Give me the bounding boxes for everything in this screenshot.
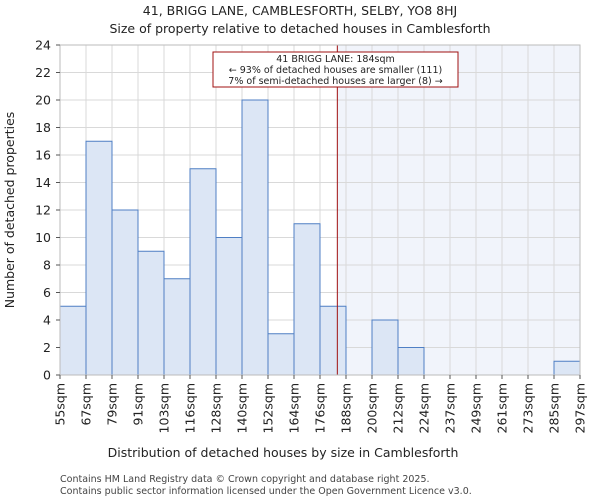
y-tick-label: 24 xyxy=(35,38,51,53)
x-tick-label: 188sqm xyxy=(339,383,354,433)
footer-line-1: Contains HM Land Registry data © Crown c… xyxy=(60,474,430,485)
bar-103sqm xyxy=(163,278,191,376)
x-tick-label: 128sqm xyxy=(209,383,224,433)
x-tick-label: 140sqm xyxy=(235,383,250,433)
y-tick-label: 12 xyxy=(35,203,51,218)
x-tick-label: 152sqm xyxy=(261,383,276,433)
x-tick-label: 200sqm xyxy=(365,383,380,433)
annotation-line-2: ← 93% of detached houses are smaller (11… xyxy=(229,65,442,76)
bar-200sqm xyxy=(371,319,399,376)
y-tick-label: 0 xyxy=(43,368,51,383)
y-tick-label: 18 xyxy=(35,120,51,135)
bar-116sqm xyxy=(189,168,217,376)
x-axis-ticks: 55sqm 67sqm 79sqm 91sqm 103sqm 116sqm 128sqm 14… xyxy=(53,375,588,433)
chart-title-line-2: Size of property relative to detached ho… xyxy=(109,21,490,36)
y-tick-label: 20 xyxy=(35,93,51,108)
x-tick-label: 261sqm xyxy=(495,383,510,433)
bar-140sqm xyxy=(241,99,269,376)
annotation-frame xyxy=(212,51,459,88)
y-tick-label: 10 xyxy=(35,230,51,245)
bar-164sqm xyxy=(293,223,321,376)
x-tick-label: 103sqm xyxy=(157,383,172,433)
bar-55sqm xyxy=(59,305,87,376)
x-tick-label: 176sqm xyxy=(313,383,328,433)
bar-176sqm xyxy=(319,305,347,376)
x-tick-label: 67sqm xyxy=(79,383,94,426)
x-tick-label: 297sqm xyxy=(573,383,588,433)
bar-128sqm xyxy=(215,237,243,376)
y-tick-label: 22 xyxy=(35,65,51,80)
x-tick-label: 224sqm xyxy=(417,383,432,433)
y-axis-label: Number of detached properties xyxy=(2,112,17,309)
bar-285sqm xyxy=(553,360,581,376)
x-tick-label: 164sqm xyxy=(287,383,302,433)
annotation-line-1: 41 BRIGG LANE: 184sqm xyxy=(276,54,394,65)
bar-91sqm xyxy=(137,250,165,376)
x-tick-label: 249sqm xyxy=(469,383,484,433)
x-tick-label: 116sqm xyxy=(183,383,198,433)
x-tick-label: 237sqm xyxy=(443,383,458,433)
x-tick-label: 285sqm xyxy=(547,383,562,433)
x-tick-label: 55sqm xyxy=(53,383,68,426)
y-tick-label: 8 xyxy=(43,258,51,273)
y-tick-label: 2 xyxy=(43,340,51,355)
x-tick-label: 212sqm xyxy=(391,383,406,433)
x-tick-label: 79sqm xyxy=(105,383,120,426)
annotation-line-3: 7% of semi-detached houses are larger (8… xyxy=(228,76,442,87)
x-axis-label: Distribution of detached houses by size … xyxy=(108,445,459,460)
bar-67sqm xyxy=(85,140,113,376)
y-tick-label: 14 xyxy=(35,175,51,190)
y-tick-label: 16 xyxy=(35,148,51,163)
x-tick-label: 91sqm xyxy=(131,383,146,426)
bar-152sqm xyxy=(267,333,295,376)
chart-title-line-1: 41, BRIGG LANE, CAMBLESFORTH, SELBY, YO8… xyxy=(143,3,457,18)
y-tick-label: 4 xyxy=(43,313,51,328)
bar-212sqm xyxy=(397,347,425,376)
bar-79sqm xyxy=(111,209,139,376)
x-tick-label: 273sqm xyxy=(521,383,536,433)
annotation-box: 41 BRIGG LANE: 184sqm ← 93% of detached … xyxy=(212,51,459,88)
y-tick-label: 6 xyxy=(43,285,51,300)
footer-line-2: Contains public sector information licen… xyxy=(60,486,472,497)
bars xyxy=(59,99,581,376)
